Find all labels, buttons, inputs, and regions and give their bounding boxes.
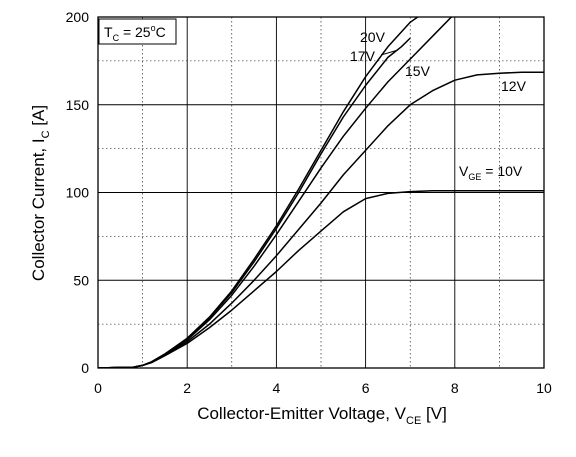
x-tick-labels: 0 2 4 6 8 10	[94, 380, 552, 396]
series-label-vge-10v: VGE = 10V	[459, 163, 523, 182]
series-layer	[98, 17, 544, 368]
y-tick-label: 200	[66, 9, 90, 25]
x-tick-label: 6	[362, 380, 370, 396]
x-tick-label: 10	[536, 380, 552, 396]
y-axis-label: Collector Current, IC [A]	[29, 105, 52, 281]
series-label-17v-leader	[380, 49, 399, 56]
plot-frame	[97, 16, 545, 369]
x-tick-label: 0	[94, 380, 102, 396]
x-axis-label: Collector-Emitter Voltage, VCE [V]	[197, 404, 447, 427]
y-tick-label: 0	[81, 360, 89, 376]
x-tick-label: 8	[451, 380, 459, 396]
series-line-12v	[98, 71, 544, 368]
y-tick-label: 150	[66, 97, 90, 113]
y-tick-labels: 0 50 100 150 200	[66, 9, 90, 376]
y-tick-label: 100	[66, 185, 90, 201]
series-label-15v: 15V	[405, 63, 431, 79]
y-tick-label: 50	[73, 272, 89, 288]
series-label-20v: 20V	[360, 29, 386, 45]
series-line-17v	[98, 37, 411, 368]
temperature-condition-box: TC = 25oC	[98, 18, 177, 45]
x-tick-label: 4	[273, 380, 281, 396]
svg-text:TC = 25oC: TC = 25oC	[104, 23, 166, 43]
series-line-vge-10v	[98, 189, 544, 368]
x-tick-label: 2	[183, 380, 191, 396]
series-label-12v: 12V	[501, 78, 527, 94]
series-label-17v: 17V	[350, 48, 376, 64]
